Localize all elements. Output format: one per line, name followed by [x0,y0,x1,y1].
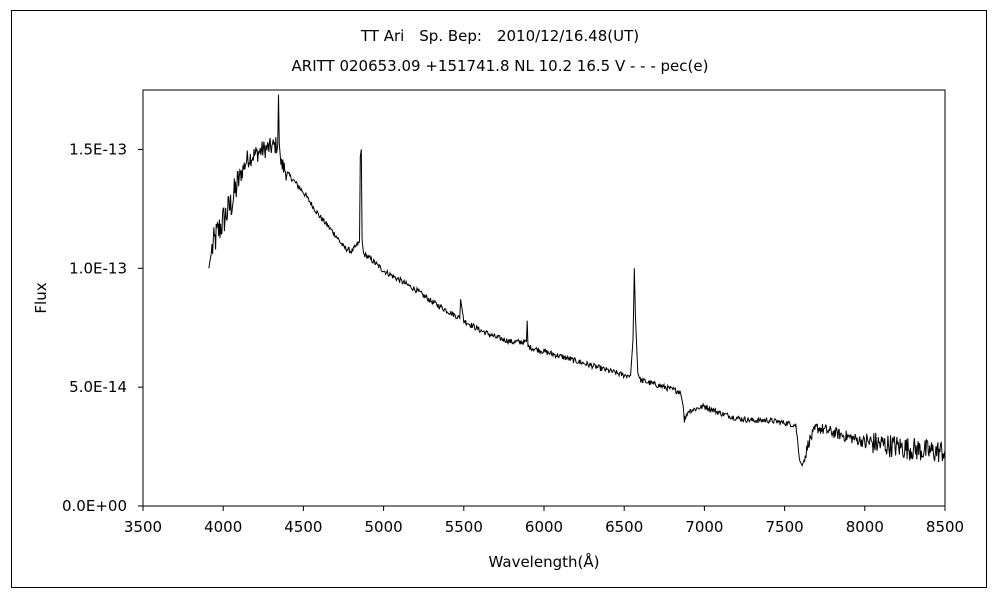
x-tick-label: 7500 [766,518,804,536]
y-axis-label: Flux [32,282,50,313]
x-tick-label: 8000 [846,518,884,536]
x-tick-label: 7000 [685,518,723,536]
x-tick-label: 4500 [284,518,322,536]
x-tick-label: 6500 [605,518,643,536]
y-tick-label: 1.5E-13 [69,140,127,158]
x-axis: 3500 4000 4500 5000 5500 6000 6500 7000 7500 8000… [124,506,964,536]
y-tick-label: 1.0E-13 [69,259,127,277]
chart-frame [11,10,987,588]
chart-subtitle: ARITT 020653.09 +151741.8 NL 10.2 16.5 V… [291,57,709,75]
chart-title: TT Ari Sp. Bep: 2010/12/16.48(UT) [360,27,640,45]
series-group [208,94,946,467]
series-line-0 [208,94,946,467]
x-tick-label: 4000 [204,518,242,536]
x-tick-label: 5000 [365,518,403,536]
x-axis-label: Wavelength(Å) [489,552,600,571]
y-axis: 0.0E+00 5.0E-14 1.0E-13 1.5E-13 [62,140,143,515]
x-tick-label: 3500 [124,518,162,536]
x-tick-label: 6000 [525,518,563,536]
x-tick-label: 8500 [926,518,964,536]
y-tick-label: 5.0E-14 [69,378,127,396]
x-tick-label: 5500 [445,518,483,536]
y-tick-label: 0.0E+00 [62,497,127,515]
